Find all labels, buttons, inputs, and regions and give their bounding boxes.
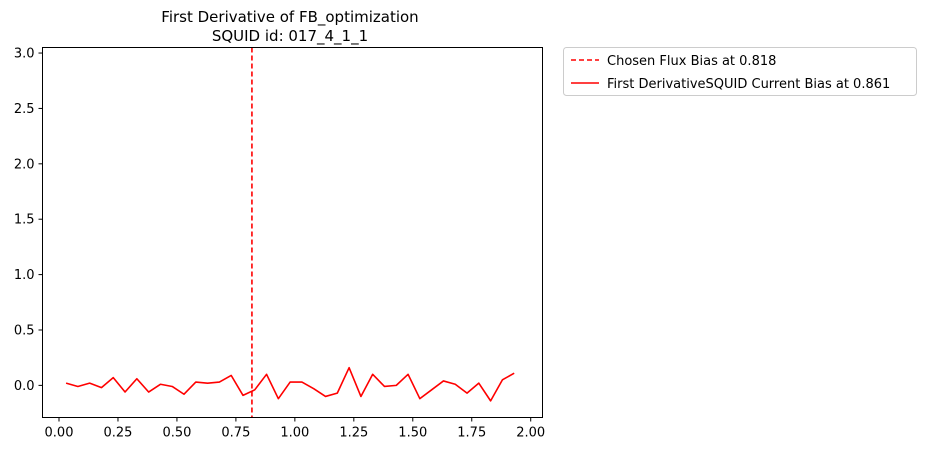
x-tick-label: 0.75	[221, 426, 250, 441]
legend: Chosen Flux Bias at 0.818 First Derivati…	[563, 47, 917, 96]
legend-entry-chosen-flux-bias: Chosen Flux Bias at 0.818	[607, 54, 776, 69]
legend-entry-first-derivative: First DerivativeSQUID Current Bias at 0.…	[607, 77, 890, 92]
chart-title: First Derivative of FB_optimization	[161, 8, 418, 27]
y-tick-label: 2.0	[14, 157, 35, 172]
y-axis: 0.0 0.5 1.0 1.5 2.0 2.5 3.0	[14, 47, 43, 394]
x-tick-label: 0.00	[45, 426, 74, 441]
plot-area	[42, 47, 543, 418]
y-tick-label: 0.0	[14, 379, 35, 394]
y-tick-label: 0.5	[14, 323, 35, 338]
plot-marks	[65, 47, 515, 418]
series-line-0	[65, 366, 515, 402]
chart-subtitle: SQUID id: 017_4_1_1	[212, 27, 368, 46]
legend-box	[563, 47, 917, 96]
x-tick-label: 2.00	[516, 426, 545, 441]
y-tick-label: 1.0	[14, 268, 35, 283]
x-tick-label: 0.25	[103, 426, 132, 441]
x-tick-label: 1.00	[280, 426, 309, 441]
x-tick-label: 1.25	[339, 426, 368, 441]
x-tick-label: 0.50	[162, 426, 191, 441]
y-tick-label: 1.5	[14, 213, 35, 228]
x-tick-label: 1.75	[457, 426, 486, 441]
x-axis: 0.00 0.25 0.50 0.75 1.00 1.25 1.50 1.75 2.00	[45, 417, 545, 441]
y-tick-label: 3.0	[14, 47, 35, 62]
x-tick-label: 1.50	[398, 426, 427, 441]
plot-frame	[42, 47, 543, 418]
y-tick-label: 2.5	[14, 102, 35, 117]
